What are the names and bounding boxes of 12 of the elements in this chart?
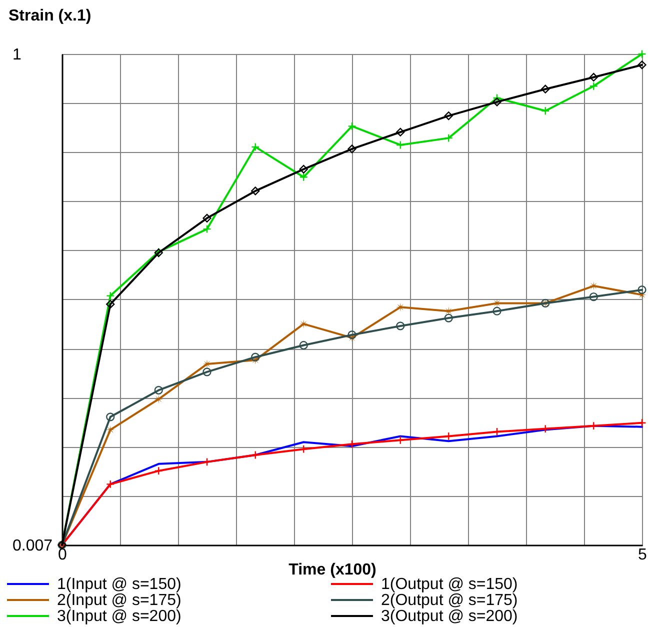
y-tick-label: 0.007 <box>12 538 53 554</box>
legend-label: 2(Input @ s=175) <box>57 592 182 609</box>
y-axis-title: Strain (x.1) <box>8 8 92 24</box>
legend-label: 1(Output @ s=150) <box>381 576 518 593</box>
y-tick-label: 1 <box>12 46 22 64</box>
legend-label: 3(Output @ s=200) <box>381 608 518 625</box>
x-tick-label: 5 <box>638 546 648 564</box>
x-tick-label: 0 <box>58 546 68 564</box>
legend-label: 3(Input @ s=200) <box>57 608 182 625</box>
legend-label: 1(Input @ s=150) <box>57 576 182 593</box>
x-axis-title: Time (x100) <box>288 562 376 578</box>
legend-label: 2(Output @ s=175) <box>381 592 518 609</box>
